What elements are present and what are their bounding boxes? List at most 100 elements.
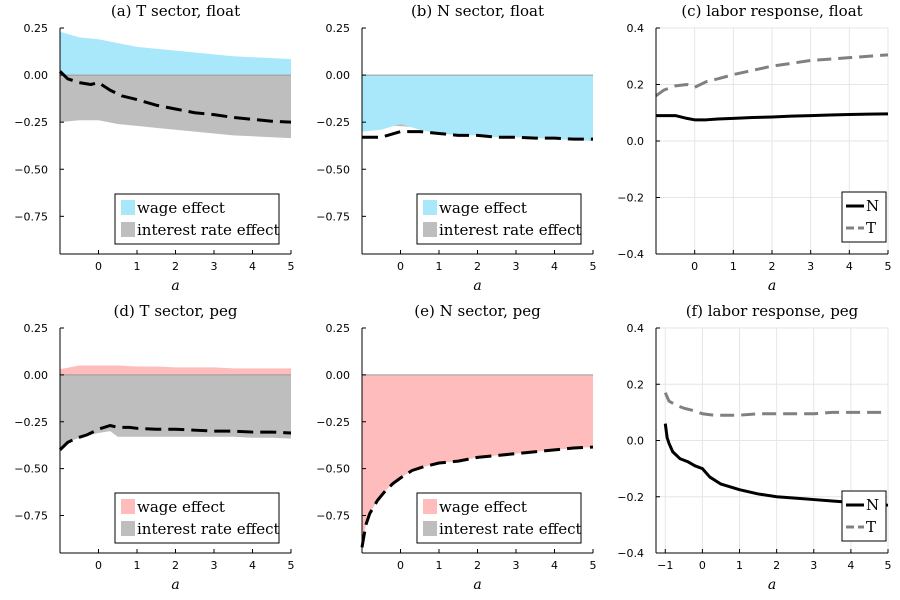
- y-tick-label: 0.2: [627, 79, 645, 92]
- series-line-N: [656, 112, 889, 122]
- y-tick-label: −0.25: [14, 416, 48, 429]
- panel-d: 0.25 0.00 −0.25 −0.50 −0.75 0 1 2 3 4 5 (d) T secto…: [14, 302, 294, 593]
- series-line-total: [58, 424, 292, 451]
- panel-title: (d) T sector, peg: [113, 302, 237, 320]
- legend-box: [114, 492, 280, 544]
- legend-swatch: [423, 521, 437, 536]
- x-tick-label: 3: [513, 260, 520, 273]
- x-tick-label: 0: [95, 260, 102, 273]
- panel-f: 0.4 0.2 0.0 −0.2 −0.4 −1 0 1 2 3 4 5 (f) labor respo…: [617, 302, 891, 593]
- panel-title: (c) labor response, float: [681, 2, 862, 20]
- panel-title: (b) N sector, float: [411, 2, 544, 20]
- y-tick-label: −0.2: [617, 491, 644, 504]
- x-tick-label: 3: [211, 559, 218, 572]
- x-tick-label: 0: [397, 559, 404, 572]
- legend-label: wage effect: [439, 199, 527, 217]
- x-axis-label: a: [171, 577, 179, 593]
- x-tick-label: 2: [773, 559, 780, 572]
- x-tick-label: 4: [249, 260, 256, 273]
- legend-label: interest rate effect: [137, 520, 280, 538]
- legend-label: interest rate effect: [439, 520, 582, 538]
- x-tick-label: 1: [736, 559, 743, 572]
- panel-b: 0.25 0.00 −0.25 −0.50 −0.75 0 1 2 3 4 5 (b) N secto…: [316, 2, 596, 294]
- area-wage-effect: [60, 31, 291, 76]
- x-axis-label: a: [171, 278, 179, 294]
- y-tick-label: 0.25: [24, 322, 49, 335]
- y-tick-label: 0.4: [627, 22, 645, 35]
- legend: wage effect interest rate effect: [114, 193, 280, 245]
- x-tick-label: 2: [474, 260, 481, 273]
- x-tick-label: 1: [730, 260, 737, 273]
- x-tick-label: 3: [211, 260, 218, 273]
- y-tick-label: −0.50: [14, 163, 48, 176]
- y-tick-label: −0.50: [316, 463, 350, 476]
- legend: wage effect interest rate effect: [416, 193, 582, 245]
- x-tick-label: 4: [847, 559, 854, 572]
- x-tick-label: 5: [885, 559, 892, 572]
- y-tick-label: −0.2: [617, 192, 644, 205]
- x-tick-label: 1: [436, 260, 443, 273]
- x-tick-label: 3: [513, 559, 520, 572]
- y-tick-label: 0.2: [627, 378, 645, 391]
- x-tick-label: 5: [288, 260, 295, 273]
- legend-label: N: [866, 197, 879, 215]
- y-tick-label: 0.00: [326, 369, 351, 382]
- panel-title: (e) N sector, peg: [414, 302, 541, 320]
- y-tick-label: −0.75: [316, 510, 350, 523]
- series-line-total: [360, 445, 594, 548]
- legend-label: T: [866, 219, 876, 237]
- legend-swatch: [121, 499, 135, 514]
- x-tick-label: 4: [846, 260, 853, 273]
- x-tick-label: 3: [807, 260, 814, 273]
- legend-swatch: [423, 499, 437, 514]
- y-tick-label: 0.4: [627, 322, 645, 335]
- x-tick-label: −1: [657, 559, 673, 572]
- x-tick-label: 5: [288, 559, 295, 572]
- legend: NT: [841, 191, 887, 243]
- y-tick-label: −0.25: [14, 116, 48, 129]
- x-tick-label: 4: [551, 559, 558, 572]
- y-tick-label: −0.50: [316, 163, 350, 176]
- area-interest-rate-effect: [60, 374, 291, 450]
- x-tick-label: 2: [172, 260, 179, 273]
- legend-box: [841, 191, 887, 243]
- legend-label: interest rate effect: [439, 221, 582, 239]
- x-tick-label: 4: [249, 559, 256, 572]
- x-tick-label: 5: [885, 260, 892, 273]
- legend-box: [114, 193, 280, 245]
- x-tick-label: 0: [699, 559, 706, 572]
- y-tick-label: −0.4: [617, 248, 644, 261]
- panel-title: (a) T sector, float: [111, 2, 240, 20]
- y-tick-label: −0.25: [316, 416, 350, 429]
- y-tick-label: 0.25: [326, 22, 351, 35]
- y-tick-label: −0.75: [14, 510, 48, 523]
- legend-swatch: [121, 200, 135, 215]
- legend-box: [416, 193, 582, 245]
- legend-box: [841, 490, 887, 542]
- area-wage-effect: [60, 365, 291, 375]
- x-tick-label: 2: [474, 559, 481, 572]
- area-wage-effect: [362, 374, 593, 548]
- panel-c: 0.4 0.2 0.0 −0.2 −0.4 0 1 2 3 4 5 (c) labor respons…: [617, 2, 891, 294]
- y-tick-label: 0.00: [24, 69, 49, 82]
- y-tick-label: 0.25: [326, 322, 351, 335]
- y-tick-label: 0.00: [24, 369, 49, 382]
- legend: wage effect interest rate effect: [416, 492, 582, 544]
- x-tick-label: 1: [134, 260, 141, 273]
- legend-label: wage effect: [439, 498, 527, 516]
- y-tick-label: 0.25: [24, 22, 49, 35]
- area-interest-rate-effect: [60, 75, 291, 139]
- x-axis-label: a: [473, 577, 481, 593]
- x-axis-label: a: [768, 577, 776, 593]
- x-axis-label: a: [473, 278, 481, 294]
- legend-label: interest rate effect: [137, 221, 280, 239]
- series-line-T: [663, 392, 888, 417]
- x-axis-label: a: [768, 278, 776, 294]
- x-tick-label: 0: [397, 260, 404, 273]
- series-line-total: [58, 70, 292, 124]
- x-tick-label: 1: [134, 559, 141, 572]
- series-line-N: [663, 423, 889, 507]
- y-tick-label: 0.0: [627, 435, 645, 448]
